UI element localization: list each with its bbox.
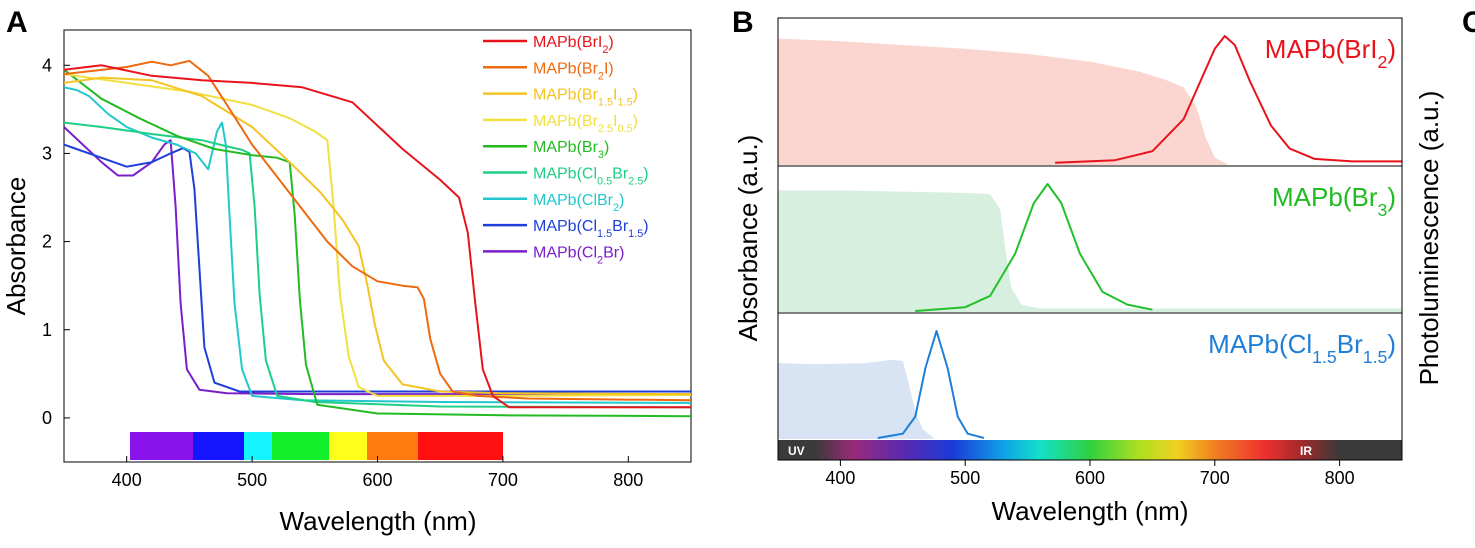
series-line-a (63, 64, 691, 409)
subplot-label: MAPb(BrI2) (1265, 34, 1396, 72)
y-axis-label-b-left: Absorbance (a.u.) (733, 135, 763, 342)
series-line-a (63, 121, 692, 409)
legend-label: MAPb(ClBr2) (533, 192, 624, 214)
y-axis-label-a: Absorbance (1, 177, 31, 316)
subplot-label: MAPb(Cl1.5Br1.5) (1208, 329, 1396, 367)
spectrum-bar (778, 440, 1402, 460)
x-tick-label-b: 800 (1325, 468, 1355, 488)
x-tick-label-b: 500 (950, 468, 980, 488)
legend-label: MAPb(Br1.5I1.5) (533, 87, 638, 109)
x-tick-label-b: 400 (825, 468, 855, 488)
absorbance-area (778, 359, 934, 439)
color-band-cyan (244, 432, 272, 460)
pl-line (877, 330, 985, 439)
x-tick-label-a: 600 (362, 470, 392, 490)
y-tick-label-a: 1 (42, 320, 52, 340)
y-tick-label-a: 3 (42, 143, 52, 163)
y-tick-label-a: 0 (42, 408, 52, 428)
color-band-green (272, 432, 329, 460)
series-line-a (63, 86, 692, 404)
x-tick-label-b: 700 (1200, 468, 1230, 488)
legend-label: MAPb(Br3) (533, 139, 609, 161)
color-band-orange (367, 432, 418, 460)
pl-line (1055, 35, 1402, 164)
legend-label: MAPb(Br2.5I0.5) (533, 113, 638, 135)
legend-label: MAPb(Cl2Br) (533, 244, 624, 266)
color-band-violet (130, 432, 193, 460)
legend-label: MAPb(BrI2) (533, 34, 614, 56)
x-axis-label-b: Wavelength (nm) (992, 496, 1189, 526)
subplot-label: MAPb(Br3) (1272, 182, 1396, 220)
x-tick-label-a: 800 (613, 470, 643, 490)
panel-a-chart: 400 500 600 700 800 0 1 2 3 4 MAPb(BrI2) MAPb(Br2I… (1, 29, 692, 536)
legend-label: MAPb(Br2I) (533, 60, 614, 82)
x-axis-label-a: Wavelength (nm) (280, 506, 477, 536)
series-line-a (63, 59, 692, 402)
x-tick-label-a: 500 (237, 470, 267, 490)
panel-label-a: A (6, 6, 28, 39)
pl-line (915, 183, 1153, 312)
series-line-a (63, 76, 692, 396)
panel-b-chart: UV IR 400 500 600 700 800 MAPb(BrI2) MAPb(Br3… (733, 17, 1444, 526)
legend-label: MAPb(Cl0.5Br2.5) (533, 166, 649, 188)
x-tick-label-a: 400 (112, 470, 142, 490)
spectrum-ir-label: IR (1300, 444, 1312, 458)
x-tick-label-b: 600 (1075, 468, 1105, 488)
y-tick-label-a: 4 (42, 55, 52, 75)
y-axis-label-b-right: Photoluminescence (a.u.) (1414, 91, 1444, 386)
absorbance-area (778, 38, 1228, 165)
legend-label: MAPb(Cl1.5Br1.5) (533, 218, 649, 240)
color-band-red (418, 432, 503, 460)
series-line-a (63, 126, 691, 396)
series-line-a (63, 143, 691, 393)
spectrum-uv-label: UV (788, 444, 805, 458)
color-band-blue (193, 432, 244, 460)
x-tick-label-a: 700 (488, 470, 518, 490)
series-line-a (63, 73, 692, 397)
panel-label-c: C (1462, 6, 1475, 39)
absorbance-area (778, 190, 1402, 312)
panel-label-b: B (732, 6, 754, 39)
y-tick-label-a: 2 (42, 232, 52, 252)
color-band-yellow (329, 432, 367, 460)
